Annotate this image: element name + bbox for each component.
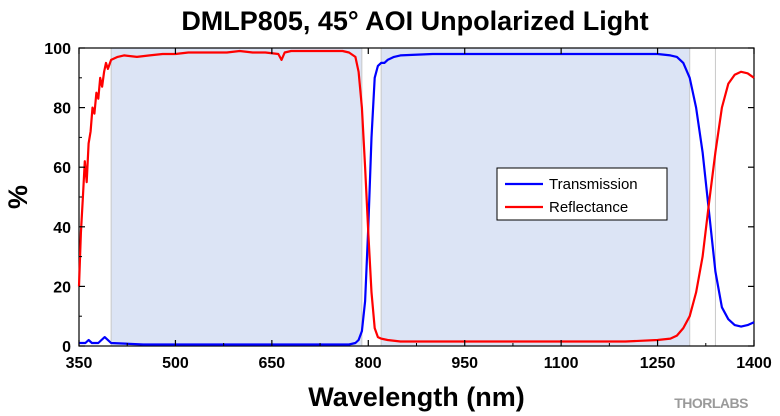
x-axis-title: Wavelength (nm) xyxy=(308,382,525,412)
legend: Transmission Reflectance xyxy=(496,167,668,221)
x-tick-label: 1400 xyxy=(736,355,772,372)
x-tick-label: 500 xyxy=(162,355,189,372)
band-edge-lines xyxy=(110,48,716,346)
shaded-band-1 xyxy=(111,48,362,346)
x-tick-label: 950 xyxy=(451,355,478,372)
y-axis: 0 20 40 60 80 100 xyxy=(44,41,754,356)
y-tick-label: 0 xyxy=(62,339,71,356)
y-axis-title: % xyxy=(3,185,33,209)
y-tick-label: 60 xyxy=(53,160,71,177)
svg-text:THORLABS: THORLABS xyxy=(674,395,748,411)
reflectance-line xyxy=(77,49,755,343)
thorlabs-logo: THORLABS xyxy=(674,395,748,411)
y-tick-label: 80 xyxy=(53,101,71,118)
x-tick-label: 1100 xyxy=(544,355,579,372)
y-tick-label: 20 xyxy=(53,279,71,296)
x-tick-label: 1250 xyxy=(640,355,676,372)
legend-box xyxy=(496,167,668,221)
chart-title: DMLP805, 45° AOI Unpolarized Light xyxy=(181,6,648,36)
y-tick-label: 40 xyxy=(53,220,71,237)
legend-label-reflectance: Reflectance xyxy=(549,199,628,216)
x-tick-label: 350 xyxy=(66,355,93,372)
x-tick-label: 650 xyxy=(259,355,286,372)
legend-label-transmission: Transmission xyxy=(549,176,638,193)
x-axis: 350 500 650 800 950 1100 1250 1400 xyxy=(66,48,772,372)
x-tick-label: 800 xyxy=(355,355,382,372)
y-tick-label: 100 xyxy=(44,41,71,58)
